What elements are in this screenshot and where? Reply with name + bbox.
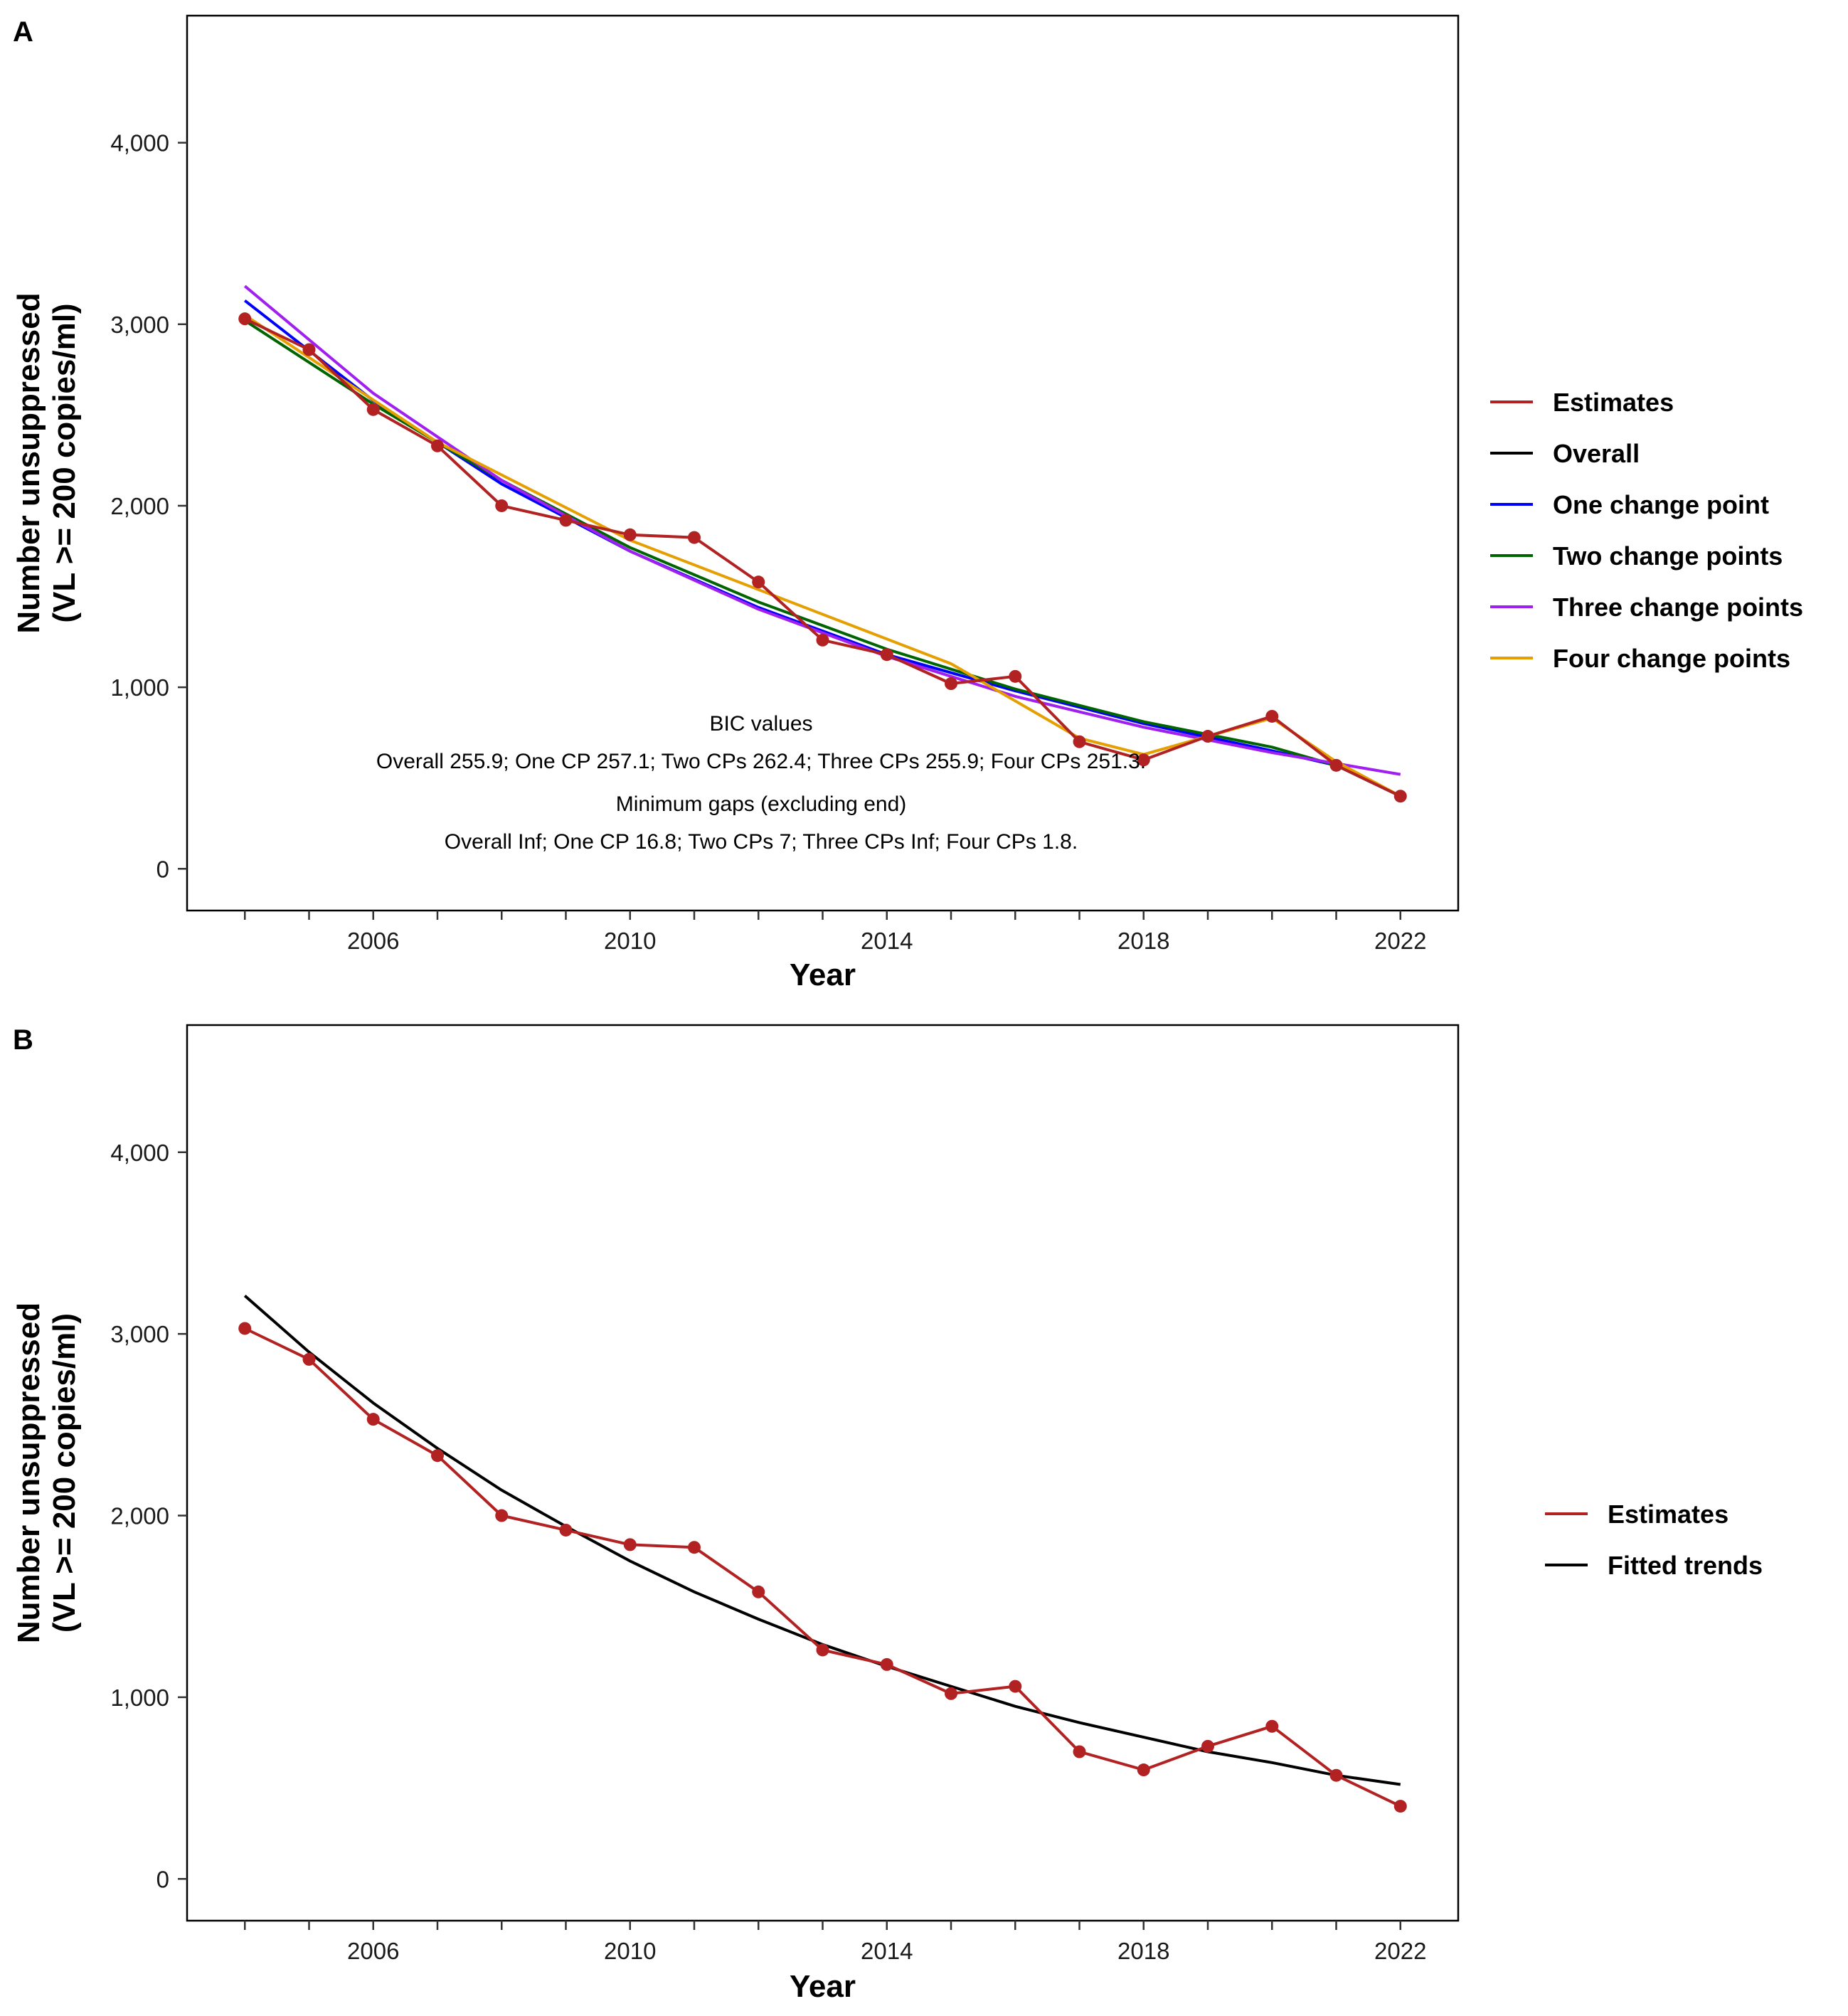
data-point [366, 1413, 380, 1426]
x-axis-title: Year [790, 1969, 856, 2004]
legend-label: Fitted trends [1608, 1551, 1763, 1580]
data-point [1201, 730, 1215, 743]
data-point [302, 343, 316, 356]
y-tick-label: 2,000 [110, 493, 169, 519]
panel-b: B 0 1,000 2,000 3,000 4,000 2006 2010 2014 2018 20… [11, 1024, 1763, 2004]
data-point [1201, 1739, 1215, 1753]
legend-label: Estimates [1553, 388, 1674, 417]
data-point [1073, 1745, 1086, 1758]
y-axis-title-line-2: (VL >= 200 copies/ml) [47, 1313, 82, 1633]
data-point [559, 1523, 573, 1537]
data-point [430, 439, 444, 452]
x-tick-label: 2010 [604, 928, 656, 954]
data-point [752, 575, 765, 589]
y-tick-label: 4,000 [110, 130, 169, 156]
data-point [1393, 1800, 1407, 1813]
x-tick-label: 2014 [861, 1938, 913, 1964]
data-point [1329, 1768, 1343, 1782]
y-tick-label: 1,000 [110, 1685, 169, 1711]
data-point [623, 528, 637, 541]
legend-label: Three change points [1553, 593, 1803, 622]
data-point [559, 514, 573, 527]
annotation-text: Overall Inf; One CP 16.8; Two CPs 7; Thr… [445, 830, 1078, 854]
annotation-text: Minimum gaps (excluding end) [616, 792, 907, 816]
data-point [816, 1643, 829, 1657]
data-point [945, 677, 958, 691]
data-point [1009, 1680, 1022, 1693]
data-point [687, 1541, 701, 1554]
y-tick-label: 0 [156, 1866, 169, 1892]
y-axis-title-line-1: Number unsuppressed [11, 1303, 46, 1643]
data-point [1393, 790, 1407, 803]
data-point [495, 499, 509, 512]
data-point [495, 1509, 509, 1522]
data-point [1073, 735, 1086, 748]
legend-label: Two change points [1553, 541, 1783, 571]
panel-label: B [13, 1024, 33, 1056]
panel-label: A [13, 16, 33, 48]
data-point [687, 531, 701, 544]
data-point [430, 1449, 444, 1463]
legend-label: Estimates [1608, 1500, 1728, 1529]
x-tick-label: 2010 [604, 1938, 656, 1964]
data-point [238, 1322, 252, 1335]
x-tick-label: 2006 [347, 1938, 399, 1964]
legend-label: Four change points [1553, 644, 1790, 673]
x-tick-label: 2006 [347, 928, 399, 954]
x-axis-title: Year [790, 957, 856, 992]
data-point [238, 312, 252, 326]
x-tick-label: 2018 [1117, 1938, 1169, 1964]
x-tick-label: 2022 [1374, 928, 1426, 954]
y-tick-label: 3,000 [110, 312, 169, 338]
data-point [1265, 709, 1279, 723]
y-tick-label: 4,000 [110, 1140, 169, 1166]
x-tick-label: 2022 [1374, 1938, 1426, 1964]
x-tick-label: 2014 [861, 928, 913, 954]
data-point [623, 1538, 637, 1551]
data-point [366, 403, 380, 416]
x-tick-label: 2018 [1117, 928, 1169, 954]
annotation-text: BIC values [709, 712, 812, 736]
y-axis-title-line-1: Number unsuppressed [11, 292, 46, 633]
legend-label: One change point [1553, 490, 1769, 519]
y-tick-label: 2,000 [110, 1503, 169, 1529]
data-point [1137, 753, 1150, 767]
data-point [1265, 1719, 1279, 1733]
annotation-text: Overall 255.9; One CP 257.1; Two CPs 262… [376, 750, 1146, 773]
y-axis-title-line-2: (VL >= 200 copies/ml) [47, 303, 82, 622]
data-point [816, 633, 829, 647]
data-point [1329, 758, 1343, 772]
data-point [1009, 669, 1022, 683]
data-point [880, 648, 893, 662]
data-point [880, 1657, 893, 1671]
data-point [1137, 1763, 1150, 1777]
data-point [302, 1352, 316, 1366]
y-tick-label: 3,000 [110, 1321, 169, 1347]
data-point [752, 1585, 765, 1598]
y-tick-label: 1,000 [110, 674, 169, 701]
data-point [945, 1687, 958, 1700]
legend-label: Overall [1553, 439, 1640, 468]
y-tick-label: 0 [156, 856, 169, 882]
panel-a: A 0 1,000 2,000 3,000 4,000 2006 2010 2014 2018 20… [11, 14, 1803, 992]
